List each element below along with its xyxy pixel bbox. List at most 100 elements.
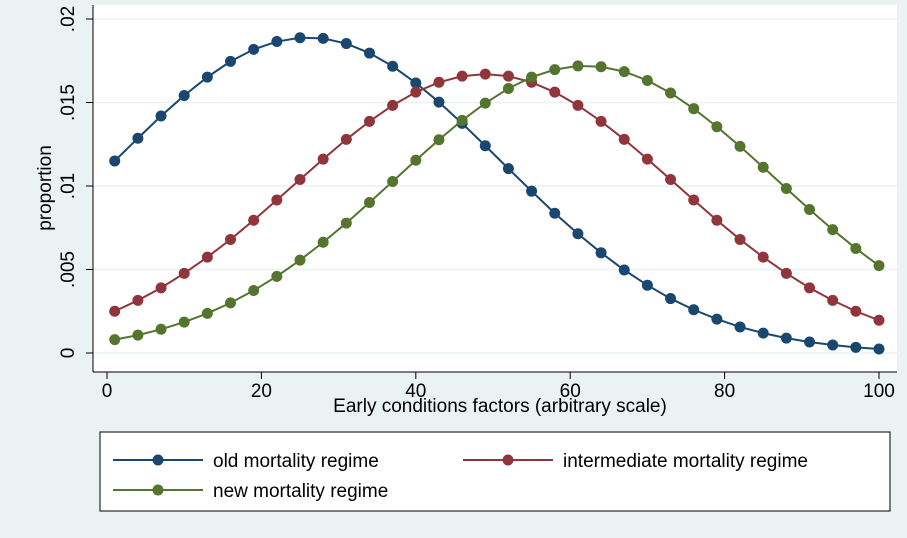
- data-point: [572, 99, 584, 111]
- data-point: [757, 327, 769, 339]
- data-point: [526, 185, 538, 197]
- data-point: [757, 161, 769, 173]
- data-point: [363, 197, 375, 209]
- data-point: [363, 115, 375, 127]
- data-point: [109, 305, 121, 317]
- data-point: [155, 323, 167, 335]
- data-point: [827, 294, 839, 306]
- data-point: [595, 61, 607, 73]
- data-point: [248, 43, 260, 55]
- data-point: [850, 341, 862, 353]
- data-point: [456, 114, 468, 126]
- data-point: [502, 82, 514, 94]
- x-tick-label: 80: [714, 381, 735, 402]
- data-point: [109, 334, 121, 346]
- data-point: [688, 194, 700, 206]
- data-point: [572, 60, 584, 72]
- series-line: [114, 36, 880, 350]
- data-point: [387, 60, 399, 72]
- data-point: [780, 332, 792, 344]
- data-point: [225, 297, 237, 309]
- data-point: [479, 140, 491, 152]
- data-point: [665, 173, 677, 185]
- data-point: [363, 47, 375, 59]
- series-line: [114, 73, 880, 322]
- data-point: [665, 87, 677, 99]
- plot-area: [93, 5, 897, 372]
- data-point: [294, 254, 306, 266]
- data-point: [155, 282, 167, 294]
- data-point: [618, 264, 630, 276]
- x-tick-label: 20: [251, 381, 272, 402]
- data-point: [178, 316, 190, 328]
- x-tick-label: 0: [102, 381, 113, 402]
- data-point: [572, 228, 584, 240]
- data-point: [201, 71, 213, 83]
- data-point: [873, 314, 885, 326]
- data-point: [225, 233, 237, 245]
- data-point: [711, 214, 723, 226]
- data-point: [804, 204, 816, 216]
- data-point: [734, 233, 746, 245]
- data-point: [433, 96, 445, 108]
- data-point: [479, 68, 491, 80]
- x-tick-label: 100: [863, 381, 895, 402]
- data-point: [711, 313, 723, 325]
- data-point: [780, 267, 792, 279]
- data-point: [132, 294, 144, 306]
- data-point: [734, 321, 746, 333]
- data-point: [433, 76, 445, 88]
- data-point: [549, 64, 561, 76]
- data-point: [804, 336, 816, 348]
- data-point: [225, 55, 237, 67]
- data-point: [827, 339, 839, 351]
- y-axis-title: proportion: [35, 145, 56, 231]
- legend-marker: [502, 454, 514, 466]
- data-point: [456, 70, 468, 82]
- data-point: [873, 260, 885, 272]
- data-point: [734, 140, 746, 152]
- data-point: [780, 183, 792, 195]
- data-point: [248, 214, 260, 226]
- data-point: [317, 153, 329, 165]
- data-point: [711, 121, 723, 133]
- y-tick-label: .01: [58, 173, 79, 199]
- y-tick-label: 0: [58, 348, 79, 359]
- data-point: [340, 38, 352, 50]
- data-point: [641, 153, 653, 165]
- data-point: [665, 293, 677, 305]
- legend-box: [99, 431, 891, 512]
- data-point: [410, 77, 422, 89]
- x-axis-title: Early conditions factors (arbitrary scal…: [333, 396, 667, 417]
- data-point: [132, 329, 144, 341]
- data-point: [641, 279, 653, 291]
- data-point: [873, 343, 885, 355]
- data-point: [526, 71, 538, 83]
- data-point: [827, 224, 839, 236]
- data-point: [549, 86, 561, 98]
- legend-marker: [152, 484, 164, 496]
- data-point: [502, 70, 514, 82]
- data-point: [387, 175, 399, 187]
- legend-label: intermediate mortality regime: [563, 451, 808, 472]
- data-point: [433, 134, 445, 146]
- data-point: [178, 267, 190, 279]
- y-tick-label: .015: [58, 84, 79, 121]
- data-point: [155, 110, 167, 122]
- data-point: [757, 251, 769, 263]
- data-point: [248, 285, 260, 297]
- data-point: [201, 251, 213, 263]
- data-point: [688, 304, 700, 316]
- data-point: [850, 305, 862, 317]
- data-point: [109, 155, 121, 167]
- data-point: [410, 154, 422, 166]
- y-tick-label: .005: [58, 251, 79, 288]
- data-point: [340, 133, 352, 145]
- data-point: [294, 173, 306, 185]
- legend-label: old mortality regime: [213, 451, 379, 472]
- x-tick-label: 60: [560, 381, 581, 402]
- data-point: [387, 99, 399, 111]
- data-point: [178, 89, 190, 101]
- legend-label: new mortality regime: [213, 481, 388, 502]
